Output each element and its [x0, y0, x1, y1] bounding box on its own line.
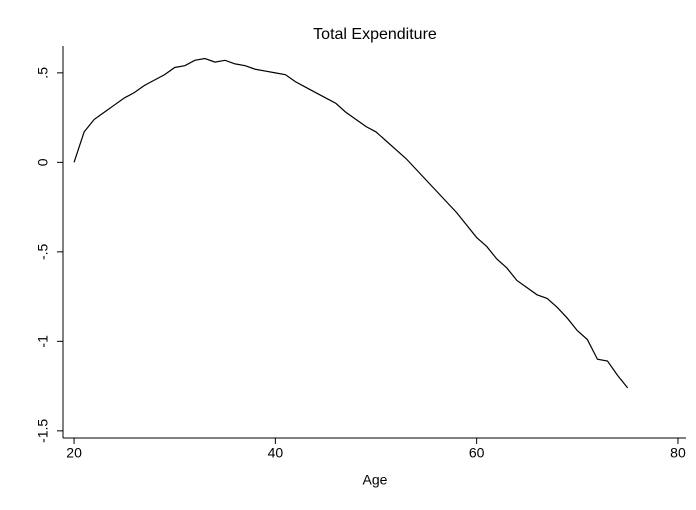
- x-tick-label: 60: [469, 445, 485, 461]
- x-tick-label: 40: [268, 445, 284, 461]
- x-tick-label: 20: [66, 445, 82, 461]
- x-tick-label: 80: [670, 445, 686, 461]
- x-axis-label: Age: [363, 472, 388, 488]
- chart-title: Total Expenditure: [313, 26, 437, 43]
- data-line: [73, 57, 629, 389]
- y-tick-label: .5: [35, 67, 51, 79]
- y-tick-label: 0: [35, 158, 51, 166]
- y-tick-label: -1: [35, 335, 51, 348]
- y-tick-label: -1.5: [35, 419, 51, 443]
- y-tick-label: -.5: [35, 243, 51, 260]
